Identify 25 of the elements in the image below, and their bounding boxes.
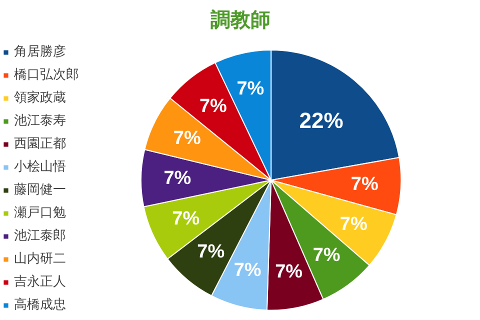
legend-label: 高橋成忠 (14, 296, 66, 314)
legend-label: 池江泰郎 (14, 228, 66, 244)
data-label: 7% (172, 208, 200, 230)
legend-label: 西園正都 (14, 136, 66, 152)
legend-label: 領家政蔵 (14, 90, 66, 106)
legend-label: 藤岡健一 (14, 182, 66, 198)
legend-label: 瀬戸口勉 (14, 204, 66, 222)
legend-label: 橋口弘次郎 (14, 66, 79, 84)
data-label: 7% (340, 214, 368, 235)
data-label: 7% (312, 244, 340, 266)
legend-label: 吉永正人 (14, 274, 66, 290)
data-label: 7% (164, 168, 192, 190)
data-label: 7% (234, 260, 262, 282)
data-label: 22% (299, 108, 344, 133)
legend-label: 山内研二 (14, 250, 66, 268)
data-label: 7% (173, 128, 201, 150)
data-label: 7% (199, 96, 228, 118)
data-label: 7% (236, 78, 264, 100)
legend-label: 小桧山悟 (14, 158, 66, 176)
legend-label: 池江泰寿 (14, 112, 66, 130)
data-label: 7% (350, 174, 378, 196)
data-label: 7% (197, 241, 225, 262)
chart-title: 調教師 (210, 8, 270, 32)
data-label: 7% (275, 262, 303, 283)
legend-label: 角居勝彦 (14, 44, 66, 60)
